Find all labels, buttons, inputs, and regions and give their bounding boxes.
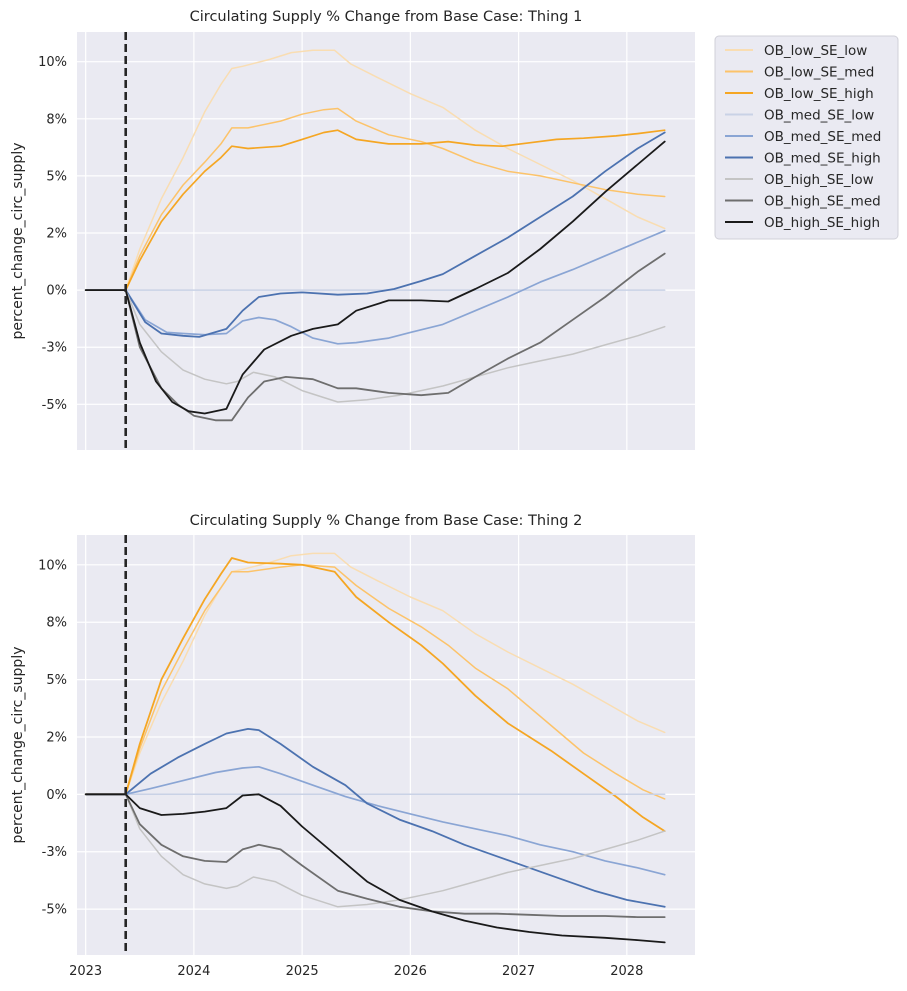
series-line-ob-low-se-med [84, 107, 666, 291]
series-line-ob-low-se-high [84, 557, 666, 832]
legend-label-ob-low-se-high: OB_low_SE_high [764, 86, 874, 102]
series-line-ob-high-se-low [84, 793, 666, 908]
y-tick-label: -3% [42, 341, 67, 356]
series-line-ob-high-se-high [84, 793, 666, 944]
chart-title: Circulating Supply % Change from Base Ca… [190, 513, 583, 529]
legend-label-ob-high-se-low: OB_high_SE_low [764, 172, 874, 188]
chart-panel-thing-2: 10% 8% 5% 2% 0% -3% -5% 2023 2024 2025 2026 2027 202… [10, 513, 695, 979]
y-tick-label: -5% [42, 398, 67, 413]
series-line-ob-high-se-med [84, 793, 666, 918]
y-tick-label: 0% [46, 788, 67, 803]
y-tick-label: 2% [46, 730, 67, 745]
series-line-ob-med-se-high [84, 728, 666, 908]
plot-area [77, 535, 695, 955]
y-tick-label: 5% [46, 169, 67, 184]
legend-box [714, 35, 899, 240]
y-tick-label: 10% [38, 55, 67, 70]
x-tick-label: 2027 [502, 964, 535, 979]
legend-label-ob-high-se-med: OB_high_SE_med [764, 194, 881, 210]
series-line-ob-high-se-high [84, 140, 666, 415]
series-line-ob-low-se-med [84, 564, 666, 800]
chart-panel-thing-1: 10% 8% 5% 2% 0% -3% -5% Circulating Supply % Ch… [10, 9, 695, 450]
y-axis-label: percent_change_circ_supply [10, 143, 26, 340]
legend-label-ob-low-se-low: OB_low_SE_low [764, 43, 867, 59]
series-line-ob-high-se-med [84, 252, 666, 422]
series-line-ob-med-se-med [84, 765, 666, 876]
y-tick-label: 10% [38, 558, 67, 573]
y-tick-label: -5% [42, 903, 67, 918]
y-tick-label: 0% [46, 284, 67, 299]
series-line-ob-med-se-high [84, 131, 666, 338]
x-tick-label: 2028 [610, 964, 643, 979]
legend-label-ob-high-se-high: OB_high_SE_high [764, 215, 880, 231]
series-line-ob-low-se-low [84, 49, 666, 291]
y-axis-label: percent_change_circ_supply [10, 647, 26, 844]
y-tick-label: 2% [46, 227, 67, 242]
legend: OB_low_SE_low OB_low_SE_med OB_low_SE_high… [714, 35, 899, 240]
legend-label-ob-med-se-med: OB_med_SE_med [764, 129, 881, 145]
x-tick-label: 2025 [286, 964, 319, 979]
plot-area [77, 32, 695, 450]
legend-label-ob-low-se-med: OB_low_SE_med [764, 65, 874, 81]
x-tick-label: 2023 [69, 964, 102, 979]
series-line-ob-low-se-high [84, 129, 666, 291]
legend-label-ob-med-se-high: OB_med_SE_high [764, 151, 881, 167]
y-tick-label: 5% [46, 673, 67, 688]
x-tick-label: 2024 [177, 964, 210, 979]
x-tick-label: 2026 [394, 964, 427, 979]
y-tick-label: 8% [46, 112, 67, 127]
chart-title: Circulating Supply % Change from Base Ca… [190, 9, 583, 25]
series-line-ob-low-se-low [84, 552, 666, 796]
y-tick-label: 8% [46, 616, 67, 631]
series-line-ob-med-se-med [84, 229, 666, 345]
series-line-ob-high-se-low [84, 289, 666, 403]
y-tick-label: -3% [42, 845, 67, 860]
legend-label-ob-med-se-low: OB_med_SE_low [764, 108, 874, 124]
